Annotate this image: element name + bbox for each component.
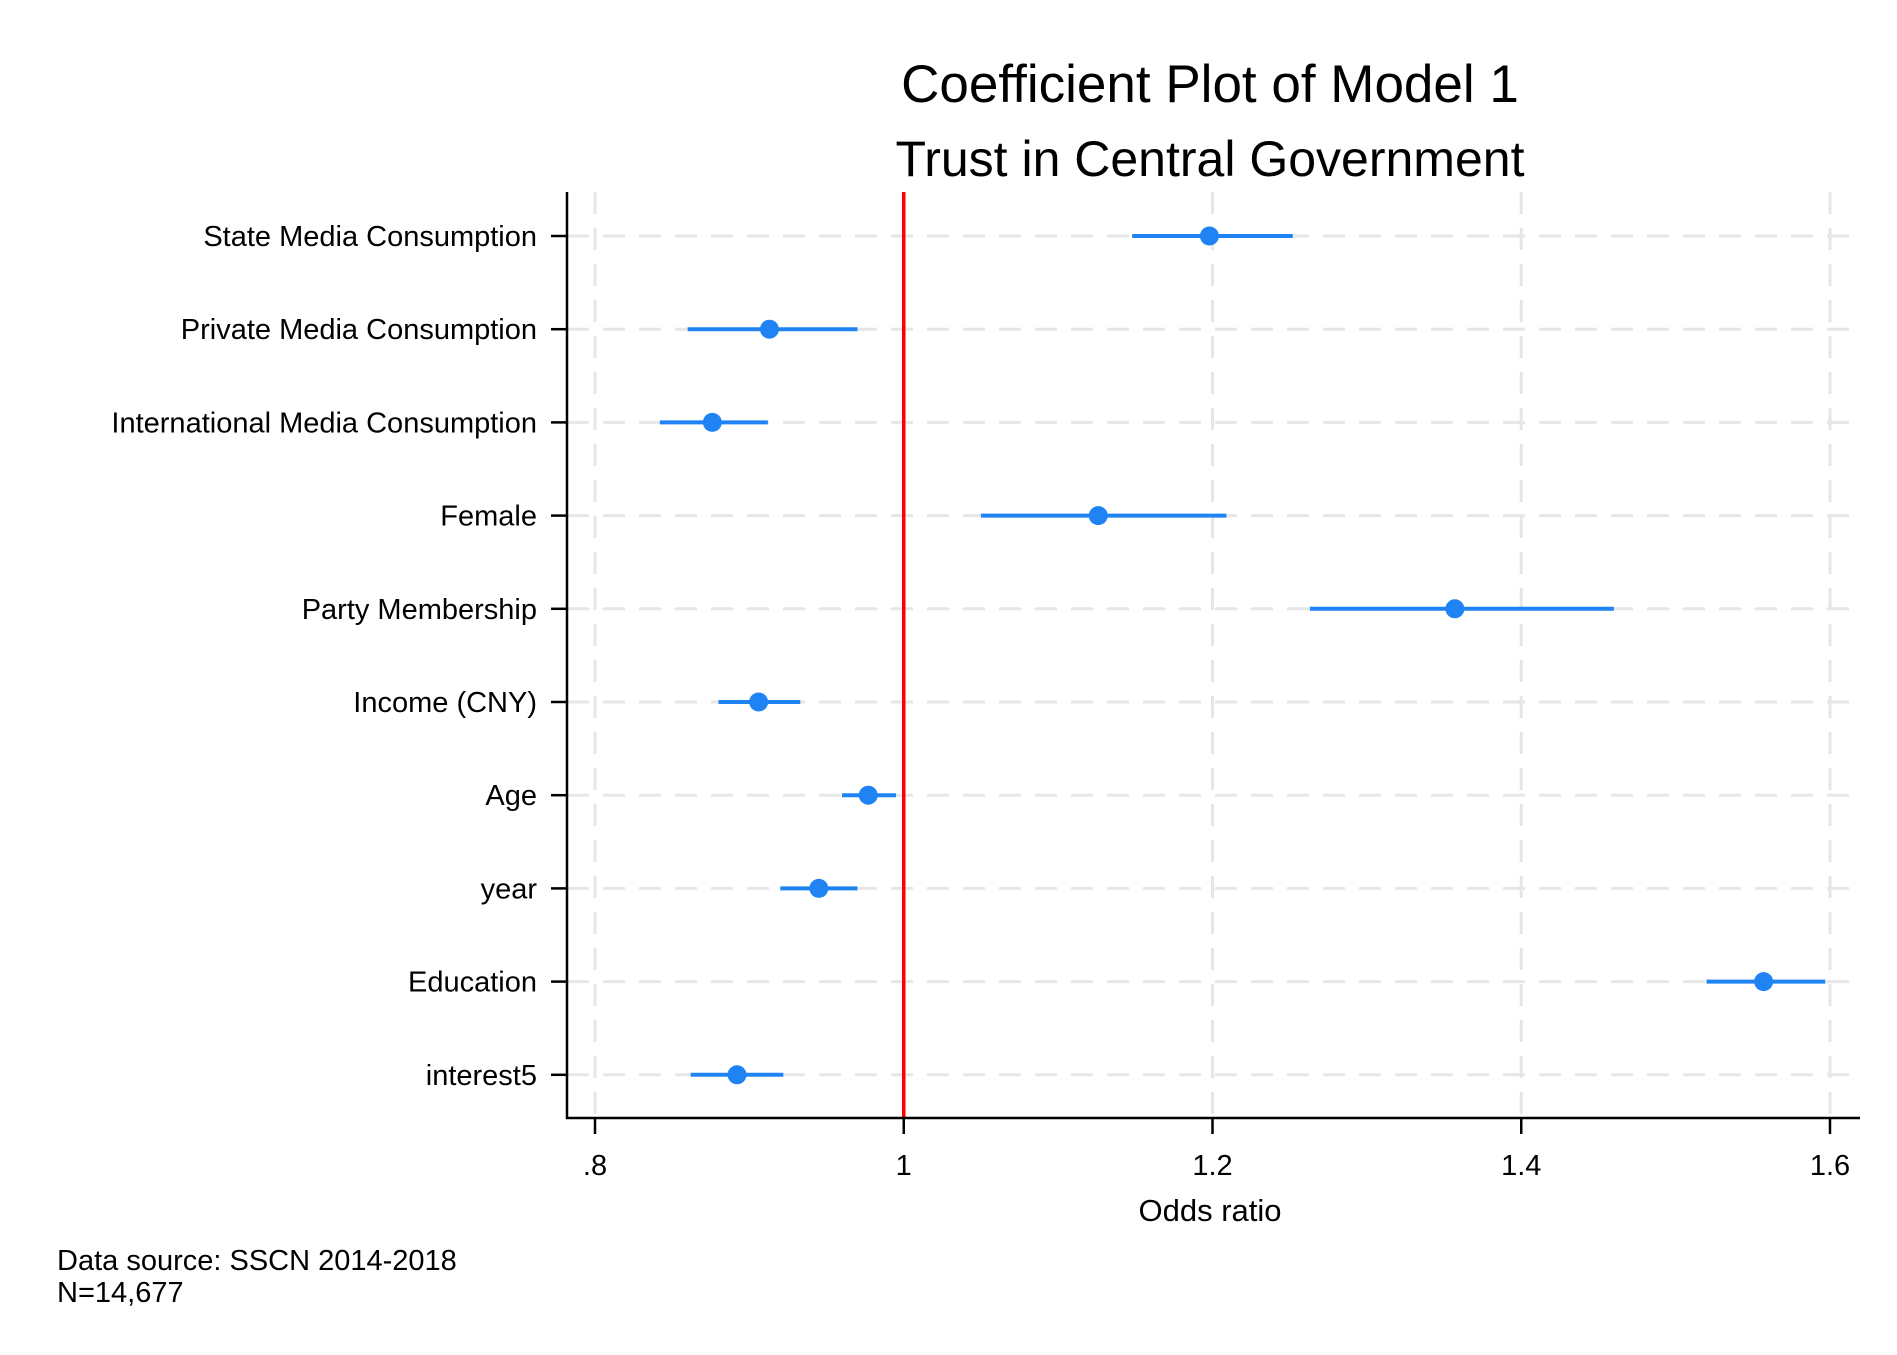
- estimate-point: [1088, 506, 1108, 526]
- estimate-point: [749, 692, 769, 712]
- chart-subtitle: Trust in Central Government: [896, 131, 1525, 187]
- x-tick-label: .8: [583, 1150, 607, 1182]
- y-tick-label: Age: [485, 780, 537, 812]
- y-tick-label: State Media Consumption: [203, 221, 537, 253]
- estimate-point: [1754, 972, 1774, 992]
- x-tick-label: 1.2: [1192, 1150, 1232, 1182]
- x-tick-labels: .8 1 1.2 1.4 1.6: [583, 1150, 1850, 1182]
- estimate-point: [1199, 226, 1219, 246]
- y-tick-label: Female: [440, 501, 537, 533]
- axes: [551, 192, 1860, 1134]
- estimate-point: [1445, 599, 1465, 619]
- x-axis-title: Odds ratio: [1138, 1193, 1281, 1228]
- estimate-point: [702, 412, 722, 432]
- sample-size-note: N=14,677: [57, 1277, 184, 1309]
- y-tick-label: International Media Consumption: [111, 407, 537, 439]
- x-tick-label: 1.4: [1501, 1150, 1541, 1182]
- estimate-point: [809, 878, 829, 898]
- x-tick-label: 1.6: [1810, 1150, 1850, 1182]
- estimate-point: [759, 319, 779, 339]
- y-tick-labels: State Media Consumption Private Media Con…: [111, 221, 537, 1092]
- point-estimates: [702, 226, 1774, 1085]
- estimate-point: [858, 785, 878, 805]
- x-tick-label: 1: [896, 1150, 912, 1182]
- confidence-intervals: [659, 234, 1826, 1077]
- chart-title: Coefficient Plot of Model 1: [901, 55, 1519, 114]
- y-tick-label: Private Media Consumption: [181, 314, 537, 346]
- y-tick-label: Income (CNY): [353, 687, 537, 719]
- data-source-note: Data source: SSCN 2014-2018: [57, 1245, 457, 1277]
- y-tick-label: year: [481, 873, 538, 905]
- y-tick-label: interest5: [426, 1060, 537, 1092]
- y-tick-label: Education: [408, 967, 537, 999]
- estimate-point: [727, 1065, 747, 1085]
- y-tick-label: Party Membership: [302, 594, 537, 626]
